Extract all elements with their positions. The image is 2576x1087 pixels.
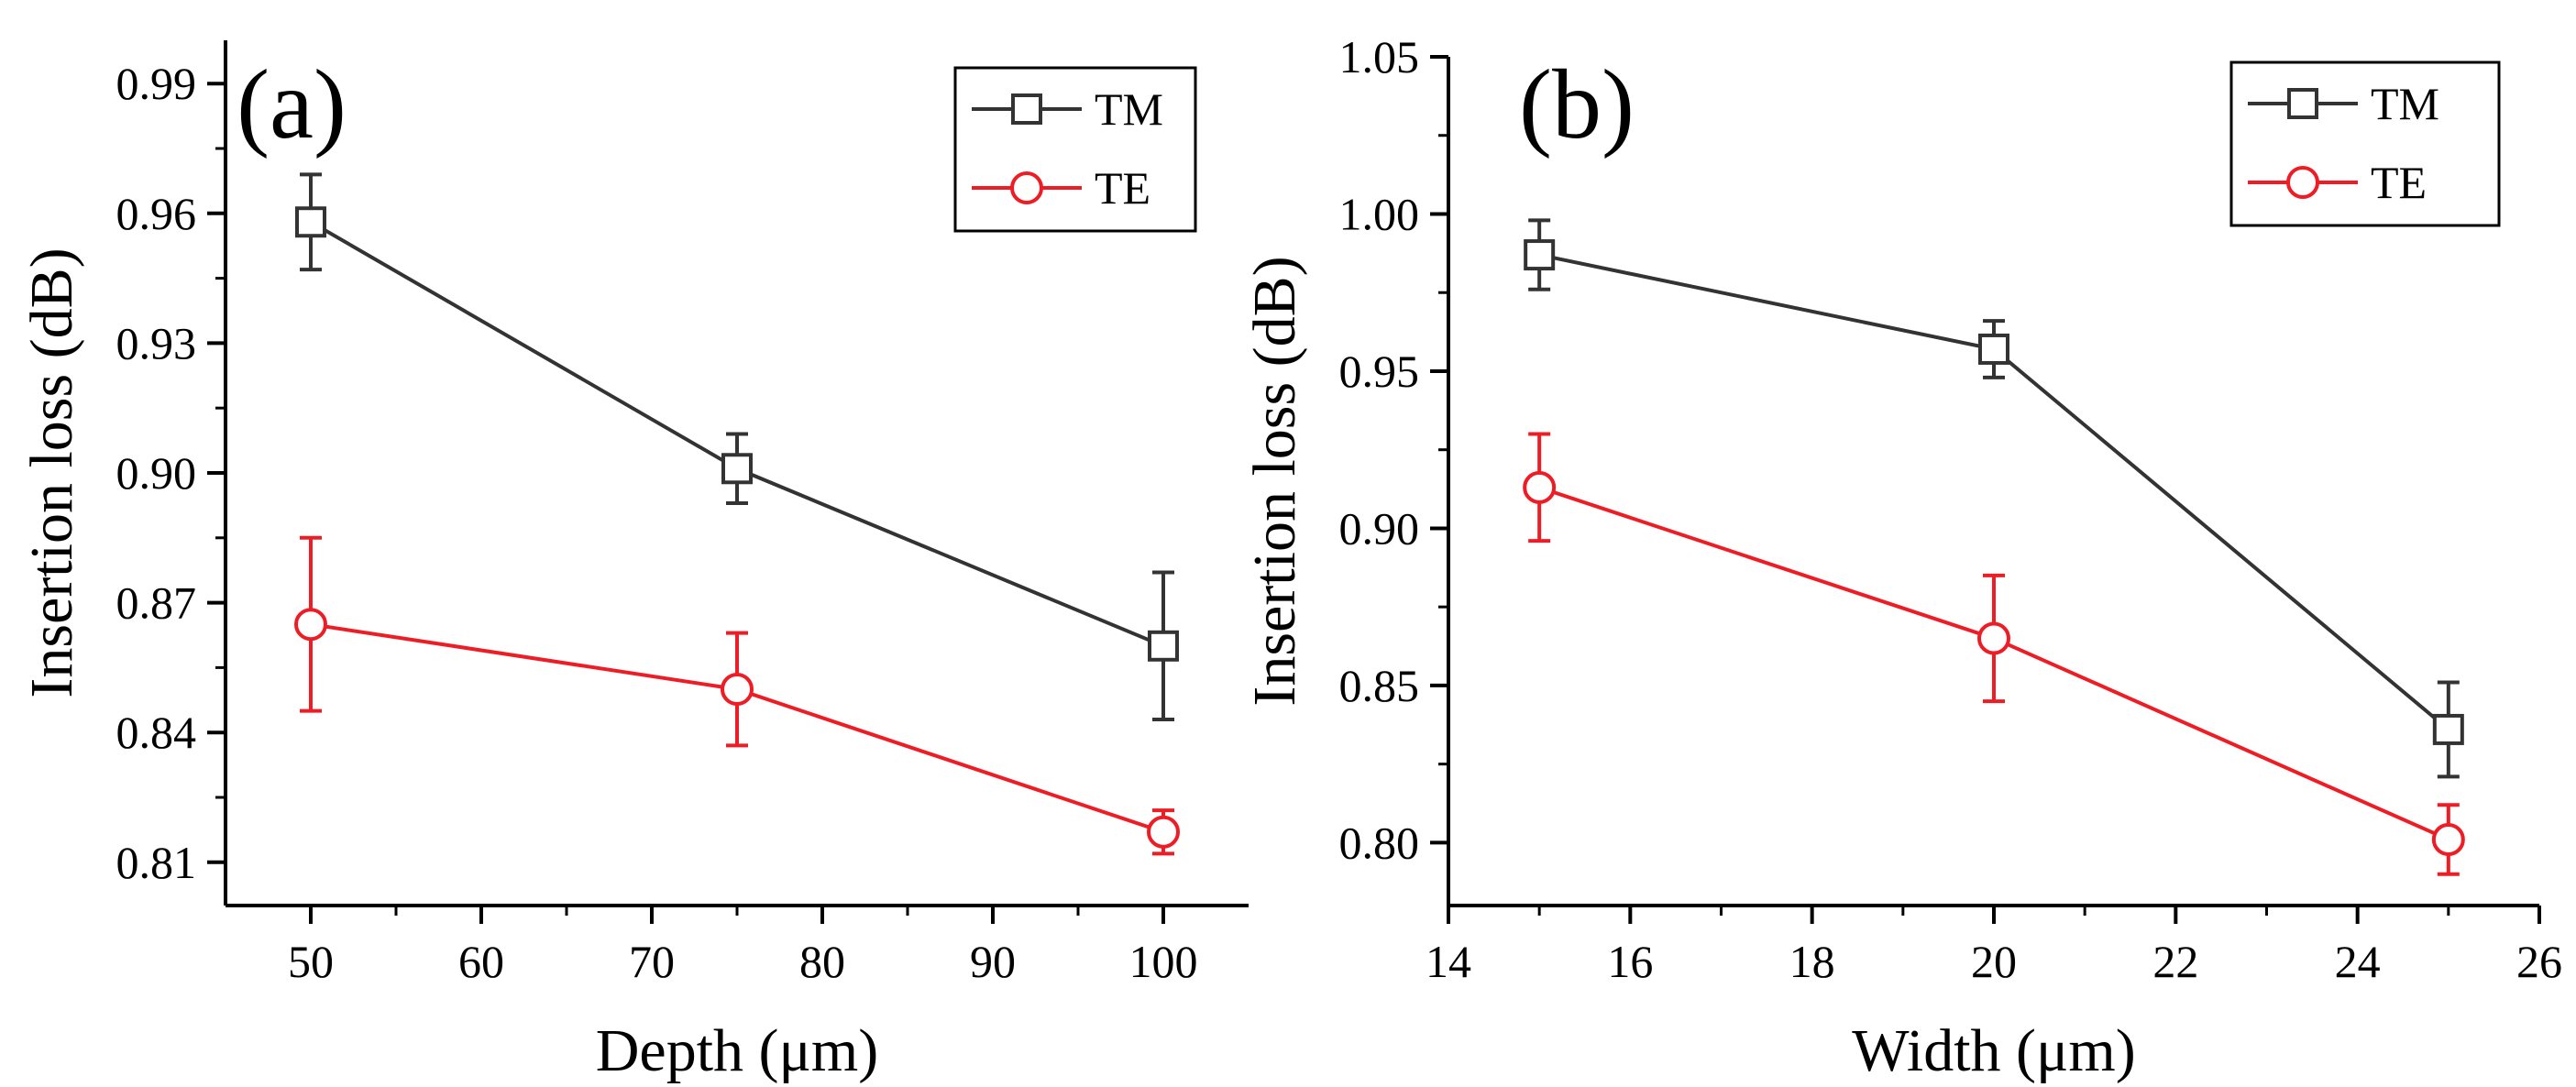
series-tm	[1524, 218, 2464, 779]
y-axis-title: Insertion loss (dB)	[18, 247, 85, 697]
series-te	[1523, 432, 2465, 876]
legend-marker-square	[1011, 93, 1042, 125]
x-axis-title: Width (μm)	[1852, 1017, 2136, 1084]
data-point-square	[1524, 239, 1556, 271]
series-te	[294, 535, 1180, 856]
legend-label-tm: TM	[1095, 83, 1163, 135]
x-tick-label: 70	[629, 936, 675, 987]
y-tick-label: 0.99	[116, 58, 197, 109]
x-tick-label: 50	[288, 936, 334, 987]
y-tick-label: 0.96	[116, 188, 197, 239]
x-tick-label: 60	[458, 936, 504, 987]
legend-box	[953, 66, 1197, 233]
chart-panel-b: 14 16 18 20 22 24 26 0.80 0.85 0.90 0.95 1.00 1.05 Wi…	[1241, 31, 2562, 1084]
y-tick-label: 1.00	[1339, 188, 1420, 239]
x-tick-label: 20	[1971, 936, 2017, 987]
series-tm	[295, 172, 1179, 722]
data-point-square	[2432, 713, 2464, 745]
legend-label-te: TE	[2371, 157, 2427, 208]
chart-panel-a: 50 60 70 80 90 100 0.81 0.84 0.87 0.90 0.93 0.96 0.9…	[18, 40, 1249, 1084]
y-tick-label: 0.80	[1339, 817, 1420, 868]
y-tick-label: 0.90	[116, 447, 197, 499]
data-point-circle	[1147, 815, 1180, 849]
legend-marker-circle	[2286, 166, 2319, 199]
x-tick-label: 90	[970, 936, 1016, 987]
y-tick-label: 0.84	[116, 707, 197, 758]
legend-marker-circle	[1010, 171, 1043, 204]
data-point-square	[1978, 333, 2009, 365]
y-tick-label: 0.95	[1339, 346, 1420, 397]
legend-marker-square	[2287, 88, 2318, 119]
panel-label: (a)	[237, 50, 347, 159]
data-point-square	[721, 453, 753, 485]
y-tick-label: 0.85	[1339, 660, 1420, 711]
x-tick-label: 100	[1129, 936, 1198, 987]
data-point-circle	[2431, 822, 2465, 856]
x-tick-label: 22	[2152, 936, 2198, 987]
data-point-square	[295, 206, 326, 238]
panel-label: (b)	[1519, 50, 1635, 159]
data-point-square	[1148, 630, 1179, 662]
legend: TM TE	[953, 66, 1197, 233]
x-tick-label: 24	[2335, 936, 2381, 987]
x-tick-label: 18	[1789, 936, 1835, 987]
data-point-circle	[294, 608, 327, 642]
legend-label-tm: TM	[2371, 78, 2439, 129]
y-axis-title: Insertion loss (dB)	[1241, 256, 1308, 706]
x-tick-label: 14	[1426, 936, 1471, 987]
x-tick-label: 16	[1607, 936, 1653, 987]
x-tick-label: 80	[799, 936, 845, 987]
x-tick-label: 26	[2516, 936, 2562, 987]
data-point-circle	[1977, 621, 2010, 655]
y-tick-label: 0.81	[116, 837, 197, 888]
legend-label-te: TE	[1095, 162, 1150, 214]
data-point-circle	[1523, 470, 1557, 504]
y-tick-label: 0.87	[116, 577, 197, 629]
legend: TM TE	[2229, 60, 2501, 227]
y-tick-label: 1.05	[1339, 31, 1420, 82]
x-axis-title: Depth (μm)	[596, 1017, 878, 1084]
y-tick-label: 0.90	[1339, 502, 1420, 554]
legend-box	[2229, 60, 2501, 227]
data-point-circle	[721, 673, 754, 706]
y-tick-label: 0.93	[116, 317, 197, 368]
